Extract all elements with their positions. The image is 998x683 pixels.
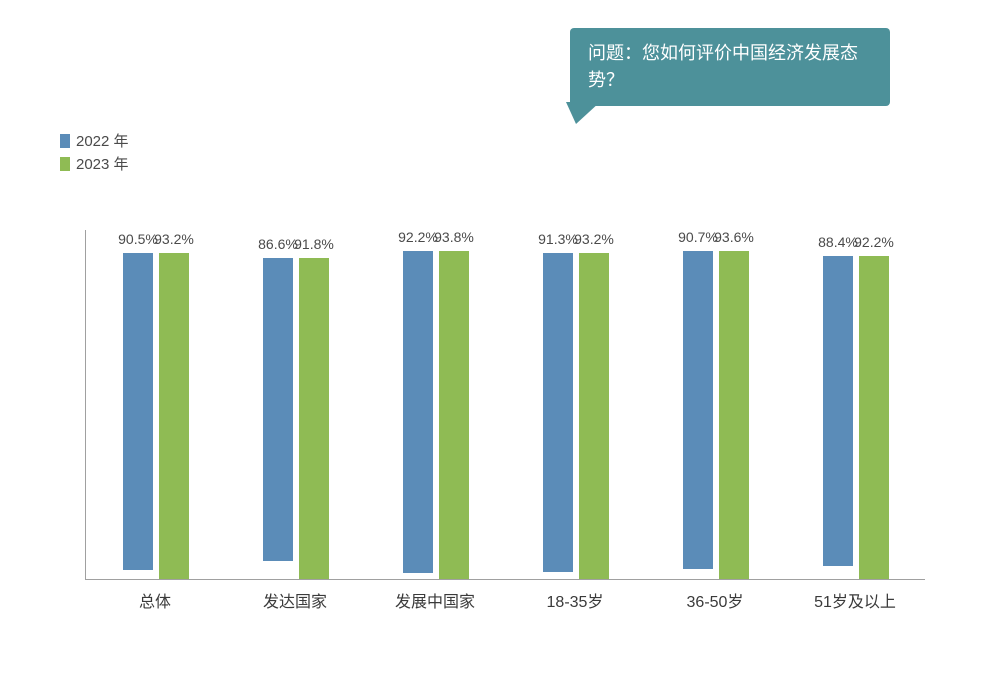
bar: 92.2% — [859, 256, 889, 579]
bar-group: 92.2%93.8% — [366, 251, 506, 579]
legend-item-2023: 2023 年 — [60, 153, 129, 174]
bar-value-label: 92.2% — [398, 229, 438, 245]
bar: 93.6% — [719, 251, 749, 579]
bar-value-label: 93.2% — [574, 231, 614, 247]
bar: 86.6% — [263, 258, 293, 561]
bar-chart: 90.5%93.2%86.6%91.8%92.2%93.8%91.3%93.2%… — [85, 230, 925, 610]
x-axis-labels: 总体发达国家发展中国家18-35岁36-50岁51岁及以上 — [85, 580, 925, 610]
bar: 93.2% — [579, 253, 609, 579]
bar: 90.7% — [683, 251, 713, 568]
bar-value-label: 92.2% — [854, 234, 894, 250]
bar-group: 91.3%93.2% — [506, 253, 646, 579]
category-label: 发展中国家 — [365, 588, 505, 612]
bar-group: 86.6%91.8% — [226, 258, 366, 579]
bar: 93.2% — [159, 253, 189, 579]
bar: 88.4% — [823, 256, 853, 565]
bar-value-label: 90.7% — [678, 229, 718, 245]
bar-value-label: 86.6% — [258, 236, 298, 252]
question-callout: 问题：您如何评价中国经济发展态势？ — [570, 28, 890, 106]
bar: 90.5% — [123, 253, 153, 570]
bar-value-label: 88.4% — [818, 234, 858, 250]
legend-label-2022: 2022 年 — [76, 130, 129, 151]
legend: 2022 年 2023 年 — [60, 130, 129, 176]
bar-value-label: 91.8% — [294, 236, 334, 252]
category-label: 总体 — [85, 588, 225, 612]
legend-item-2022: 2022 年 — [60, 130, 129, 151]
bar-value-label: 91.3% — [538, 231, 578, 247]
bar-value-label: 93.6% — [714, 229, 754, 245]
category-label: 36-50岁 — [645, 588, 785, 612]
bar-group: 88.4%92.2% — [786, 256, 926, 579]
bar-value-label: 93.2% — [154, 231, 194, 247]
bar: 91.8% — [299, 258, 329, 579]
bar-group: 90.7%93.6% — [646, 251, 786, 579]
category-label: 51岁及以上 — [785, 588, 925, 612]
plot-area: 90.5%93.2%86.6%91.8%92.2%93.8%91.3%93.2%… — [85, 230, 925, 580]
bar-value-label: 93.8% — [434, 229, 474, 245]
bar: 92.2% — [403, 251, 433, 574]
bar-value-label: 90.5% — [118, 231, 158, 247]
bar: 93.8% — [439, 251, 469, 579]
legend-swatch-2022 — [60, 134, 70, 148]
question-text: 问题：您如何评价中国经济发展态势？ — [588, 43, 858, 90]
category-label: 发达国家 — [225, 588, 365, 612]
category-label: 18-35岁 — [505, 588, 645, 612]
bar-group: 90.5%93.2% — [86, 253, 226, 579]
legend-swatch-2023 — [60, 157, 70, 171]
legend-label-2023: 2023 年 — [76, 153, 129, 174]
bar: 91.3% — [543, 253, 573, 573]
